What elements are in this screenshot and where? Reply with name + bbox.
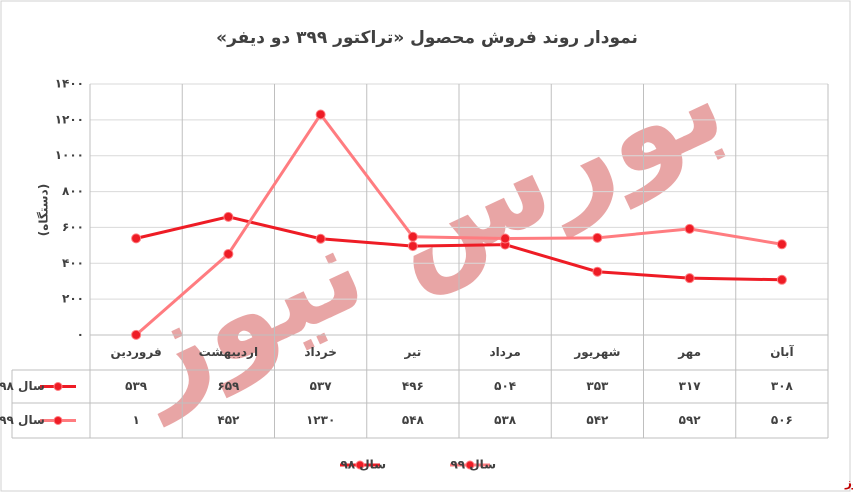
point [592, 266, 603, 277]
x-tick-label: شهریور [573, 345, 620, 360]
point [315, 233, 326, 244]
legend-marker [465, 460, 475, 470]
series-line [135, 111, 783, 336]
x-tick-label: اردیبهشت [199, 345, 258, 359]
x-tick-label: تیر [403, 345, 421, 359]
source: بورس نیوز [844, 476, 853, 491]
y-tick-label: ۱۴۰۰ [55, 77, 84, 91]
point [131, 233, 142, 244]
data-label: ۳۱۷ [679, 379, 702, 393]
legend-marker [53, 382, 63, 391]
legend-label: سال ۹۹ [450, 458, 496, 472]
legend-marker [355, 460, 365, 470]
x-tick-label: مهر [677, 345, 701, 359]
y-axis-label: (دستگاه) [37, 184, 51, 236]
data-label: ۵۳۸ [494, 413, 517, 427]
x-tick-label: آبان [770, 344, 794, 359]
y-tick-label: ۸۰۰ [62, 184, 84, 198]
chart-title: نمودار روند فروش محصول «تراکتور ۳۹۹ دو د… [216, 28, 638, 48]
data-label: ۳۰۸ [771, 379, 794, 393]
y-tick-label: ۰ [77, 328, 84, 342]
y-tick-label: ۶۰۰ [62, 220, 84, 234]
data-label: ۳۵۳ [586, 379, 609, 393]
y-tick-label: ۴۰۰ [62, 256, 84, 270]
data-label: ۵۴۲ [586, 413, 609, 427]
data-label: ۵۳۷ [310, 379, 333, 393]
x-tick-label: مرداد [489, 345, 520, 359]
data-label: ۵۹۲ [679, 413, 702, 427]
data-label: ۱ [132, 413, 139, 427]
point [223, 248, 234, 259]
row-label: سال ۹۹ [0, 413, 45, 427]
data-label: ۵۰۴ [494, 379, 516, 393]
data-label: ۵۰۶ [771, 413, 793, 427]
legend-label: سال ۹۸ [340, 458, 386, 472]
data-label: ۵۴۸ [402, 413, 425, 427]
legend-marker [53, 416, 63, 425]
y-tick-label: ۲۰۰ [62, 292, 84, 306]
point [592, 232, 603, 243]
y-tick-label: ۱۲۰۰ [55, 112, 84, 126]
series-line [135, 215, 782, 282]
data-label: ۵۳۹ [125, 379, 148, 393]
point [407, 241, 418, 252]
x-tick-label: خرداد [304, 345, 337, 359]
point [776, 239, 787, 250]
y-tick-label: ۱۰۰۰ [55, 148, 84, 162]
data-label: ۴۹۶ [402, 379, 424, 393]
data-label: ۴۵۲ [217, 413, 240, 427]
row-label: سال ۹۸ [0, 379, 45, 393]
point [684, 273, 695, 284]
point [223, 211, 234, 222]
data-label: ۶۵۹ [217, 379, 240, 393]
point [315, 109, 326, 120]
data-label: ۱۲۳۰ [306, 413, 335, 427]
x-tick-label: فروردین [111, 345, 162, 360]
point [131, 329, 142, 340]
point [500, 233, 511, 244]
point [684, 223, 695, 234]
point [407, 231, 418, 242]
point [776, 274, 787, 285]
